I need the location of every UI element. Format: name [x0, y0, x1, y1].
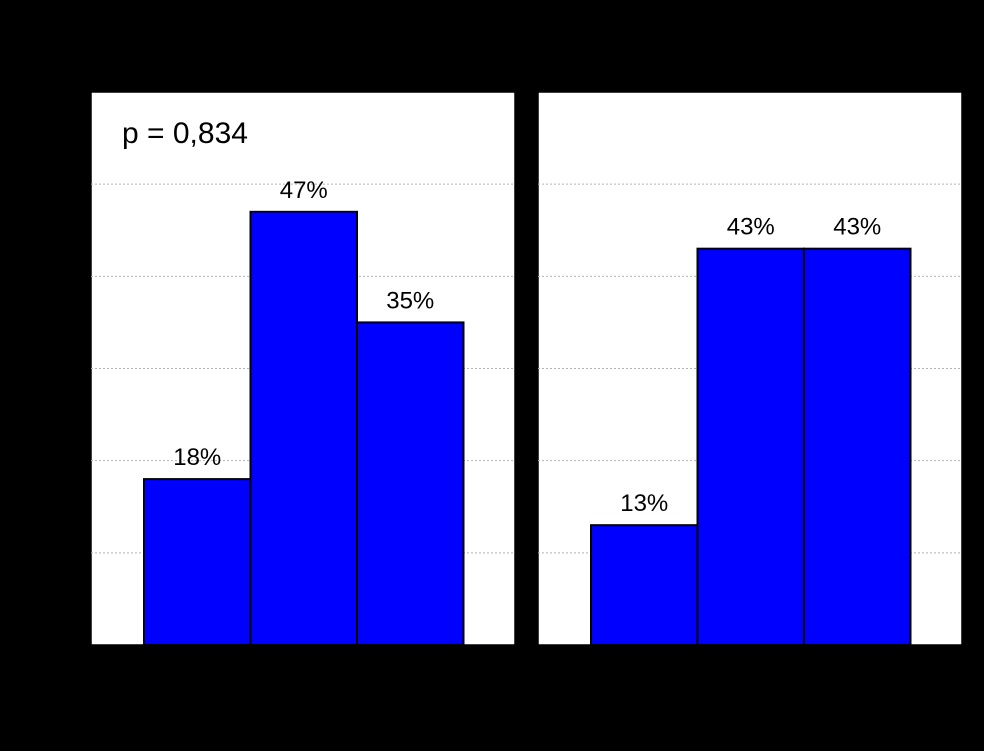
left-axis-ticks — [85, 86, 521, 651]
bar — [249, 210, 358, 646]
bar — [803, 247, 912, 647]
bar — [143, 478, 252, 646]
data-label: 18% — [173, 444, 221, 471]
data-label: 47% — [280, 177, 328, 204]
right-panel: 13% 43% 43% — [532, 86, 968, 651]
data-label: 43% — [833, 214, 881, 241]
right-axis-ticks — [532, 86, 968, 651]
data-label: 43% — [727, 214, 775, 241]
bar — [590, 524, 699, 647]
bar — [696, 247, 805, 647]
left-bars — [143, 210, 465, 646]
left-panel: 18% 47% 35% p = 0,834 — [85, 86, 521, 651]
data-label: 13% — [620, 490, 668, 517]
right-bars — [590, 247, 912, 647]
data-label: 35% — [386, 287, 434, 314]
right-data-labels: 13% 43% 43% — [620, 214, 881, 518]
bar — [356, 321, 465, 646]
left-data-labels: 18% 47% 35% — [173, 177, 434, 471]
p-value-annotation: p = 0,834 — [122, 117, 248, 150]
